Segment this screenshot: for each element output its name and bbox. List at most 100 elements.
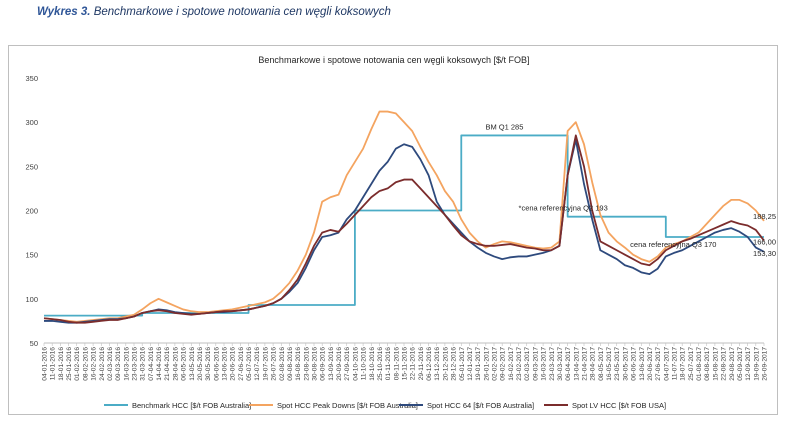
x-tick-label: 20-06-2016	[230, 347, 237, 381]
x-tick-label: 27-06-2017	[655, 347, 662, 381]
y-tick-label: 50	[30, 339, 38, 348]
x-tick-label: 16-03-2016	[123, 347, 130, 381]
x-tick-label: 22-08-2017	[721, 347, 728, 381]
x-tick-label: 29-08-2017	[729, 347, 736, 381]
x-tick-label: 09-03-2017	[532, 347, 539, 381]
x-tick-label: 19-09-2017	[753, 347, 760, 381]
x-tick-label: 06-12-2016	[426, 347, 433, 381]
series-lines	[43, 110, 765, 324]
x-tick-label: 21-04-2016	[164, 347, 171, 381]
x-tick-label: 02-03-2017	[524, 347, 531, 381]
x-tick-label: 26-01-2017	[483, 347, 490, 381]
x-axis: 04-01-2016 11-01-2016 18-01-2016 25-01-2016…	[42, 343, 769, 381]
series-line-1	[44, 134, 764, 317]
x-tick-label: 01-11-2016	[385, 347, 392, 381]
x-tick-label: 07-04-2016	[148, 347, 155, 381]
x-tick-label: 06-05-2016	[181, 347, 188, 381]
x-tick-label: 02-02-2017	[492, 347, 499, 381]
x-tick-label: 05-01-2017	[459, 347, 466, 381]
x-tick-label: 06-09-2016	[320, 347, 327, 381]
x-tick-label: 16-05-2017	[606, 347, 613, 381]
legend-label-1: Benchmark HCC [$/t FOB Australia]	[132, 401, 251, 410]
x-tick-label: 06-06-2016	[213, 347, 220, 381]
x-tick-label: 16-02-2017	[508, 347, 515, 381]
x-tick-label: 11-07-2017	[672, 347, 679, 381]
annotation-label: 166,00	[753, 238, 776, 247]
x-tick-label: 30-03-2017	[557, 347, 564, 381]
x-tick-label: 01-02-2016	[74, 347, 81, 381]
chart: Benchmarkowe i spotowe notowania cen węg…	[25, 55, 776, 410]
annotation-label: 153,30	[753, 249, 776, 258]
x-tick-label: 02-03-2016	[107, 347, 114, 381]
x-tick-label: 12-09-2017	[745, 347, 752, 381]
figure-number: Wykres 3.	[37, 6, 91, 18]
y-tick-label: 350	[25, 74, 38, 83]
x-tick-label: 12-07-2016	[254, 347, 261, 381]
x-tick-label: 08-11-2016	[393, 347, 400, 381]
x-tick-label: 28-04-2017	[590, 347, 597, 381]
x-tick-label: 06-04-2017	[565, 347, 572, 381]
x-tick-label: 23-03-2016	[132, 347, 139, 381]
chart-title: Benchmarkowe i spotowe notowania cen węg…	[258, 55, 529, 65]
x-tick-label: 20-06-2017	[647, 347, 654, 381]
x-tick-label: 09-02-2017	[500, 347, 507, 381]
y-tick-label: 200	[25, 207, 38, 216]
x-tick-label: 26-09-2017	[762, 347, 769, 381]
x-tick-label: 01-08-2017	[696, 347, 703, 381]
x-tick-label: 19-01-2017	[475, 347, 482, 381]
x-tick-label: 27-06-2016	[238, 347, 245, 381]
x-tick-label: 08-02-2016	[82, 347, 89, 381]
y-tick-label: 250	[25, 162, 38, 171]
x-tick-label: 04-07-2017	[663, 347, 670, 381]
y-tick-label: 300	[25, 118, 38, 127]
x-tick-label: 28-12-2016	[451, 347, 458, 381]
x-tick-label: 24-02-2016	[99, 347, 106, 381]
annotation-label: BM Q1 285	[485, 122, 523, 131]
x-tick-label: 23-08-2016	[303, 347, 310, 381]
x-tick-label: 06-06-2017	[631, 347, 638, 381]
x-tick-label: 25-01-2016	[66, 347, 73, 381]
figure-caption: Wykres 3. Benchmarkowe i spotowe notowan…	[37, 6, 391, 18]
x-tick-label: 28-04-2016	[172, 347, 179, 381]
legend-label-4: Spot LV HCC [$/t FOB USA]	[572, 401, 666, 410]
x-tick-label: 11-10-2016	[361, 347, 368, 381]
annotations: BM Q1 285 *cena referencyjna Q2 193 cena r…	[485, 122, 776, 257]
x-tick-label: 14-04-2016	[156, 347, 163, 381]
x-tick-label: 31-03-2016	[140, 347, 147, 381]
x-tick-label: 20-09-2016	[336, 347, 343, 381]
x-tick-label: 23-05-2017	[614, 347, 621, 381]
x-tick-label: 08-08-2017	[704, 347, 711, 381]
x-tick-label: 18-01-2016	[58, 347, 65, 381]
x-tick-label: 04-10-2016	[352, 347, 359, 381]
series-line-4	[43, 134, 765, 324]
series-line-2	[43, 110, 765, 323]
x-tick-label: 16-03-2017	[541, 347, 548, 381]
x-tick-label: 13-06-2017	[639, 347, 646, 381]
x-tick-label: 05-09-2017	[737, 347, 744, 381]
x-tick-label: 16-02-2016	[91, 347, 98, 381]
x-tick-label: 05-07-2016	[246, 347, 253, 381]
x-tick-label: 22-11-2016	[410, 347, 417, 381]
chart-frame: Benchmarkowe i spotowe notowania cen węg…	[8, 45, 778, 415]
x-tick-label: 09-08-2016	[287, 347, 294, 381]
x-tick-label: 13-04-2017	[573, 347, 580, 381]
x-tick-label: 23-02-2017	[516, 347, 523, 381]
x-tick-label: 13-12-2016	[434, 347, 441, 381]
y-tick-label: 100	[25, 295, 38, 304]
x-tick-label: 20-05-2016	[197, 347, 204, 381]
x-tick-label: 30-05-2017	[622, 347, 629, 381]
x-tick-label: 20-12-2016	[442, 347, 449, 381]
x-tick-label: 13-09-2016	[328, 347, 335, 381]
series-line-3	[44, 138, 765, 324]
x-tick-label: 26-07-2016	[271, 347, 278, 381]
x-tick-label: 23-03-2017	[549, 347, 556, 381]
x-tick-label: 18-10-2016	[369, 347, 376, 381]
x-tick-label: 16-08-2016	[295, 347, 302, 381]
legend: Benchmark HCC [$/t FOB Australia] Spot HC…	[104, 401, 666, 410]
x-tick-label: 09-03-2016	[115, 347, 122, 381]
x-tick-label: 25-07-2017	[688, 347, 695, 381]
x-tick-label: 08-05-2017	[598, 347, 605, 381]
figure-caption-text: Benchmarkowe i spotowe notowania cen węg…	[93, 6, 391, 18]
x-tick-label: 21-04-2017	[582, 347, 589, 381]
annotation-label: cena referencyjna Q3 170	[630, 240, 716, 249]
